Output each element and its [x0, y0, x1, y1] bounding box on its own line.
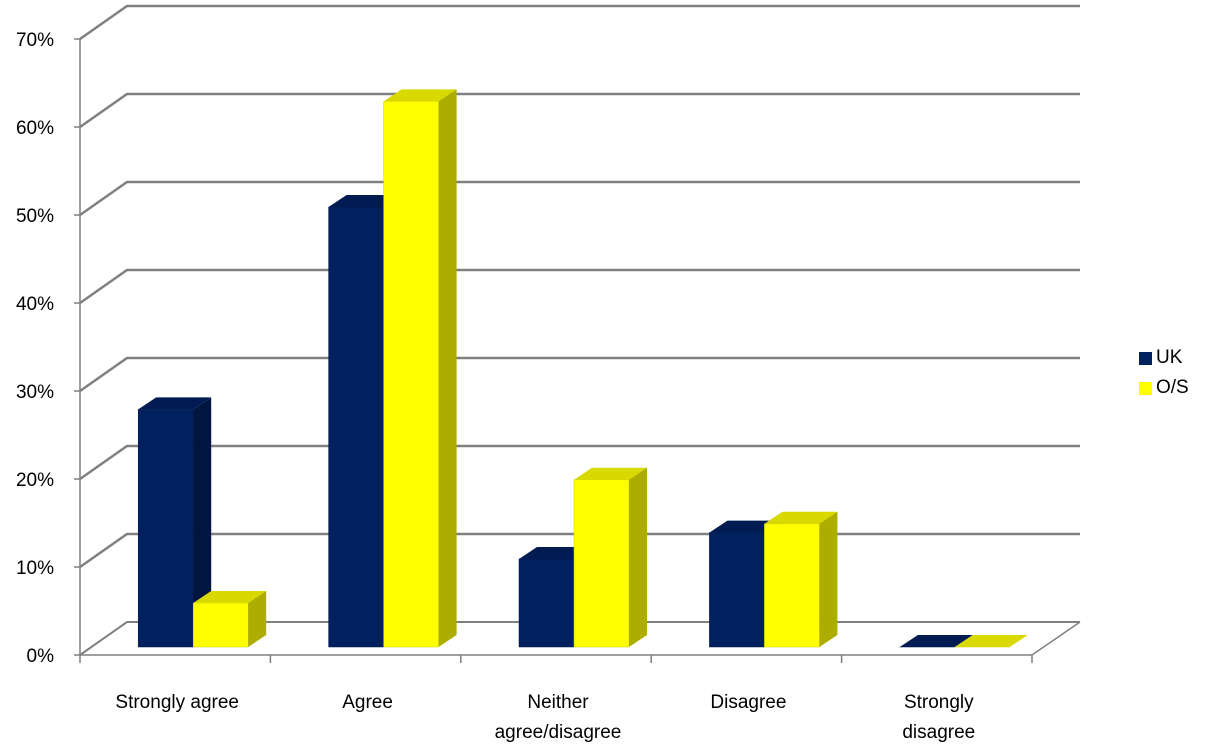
legend: UK O/S — [1139, 343, 1189, 403]
y-tick-label: 50% — [16, 206, 54, 227]
legend-swatch-os — [1139, 381, 1152, 395]
gridline — [79, 92, 1080, 129]
y-axis: 0% 10% 20% 30% 40% 50% 60% 70% — [16, 30, 81, 667]
bar-os-2 — [573, 467, 647, 648]
y-tick-label: 0% — [27, 646, 55, 667]
category-label: Strongly agree — [115, 692, 239, 713]
bar-os-0 — [192, 591, 267, 648]
gridline — [79, 268, 1080, 305]
y-tick-label: 10% — [16, 558, 54, 579]
legend-item-os: O/S — [1139, 373, 1189, 403]
gridline — [79, 4, 1080, 41]
category-label: Disagree — [710, 692, 786, 713]
legend-item-uk: UK — [1139, 343, 1189, 373]
category-labels: Strongly agree Agree Neither agree/disagree… — [115, 692, 975, 743]
legend-swatch-uk — [1139, 351, 1152, 365]
bar-uk-0 — [137, 397, 212, 648]
category-label: Strongly disagree — [902, 692, 975, 743]
category-label: Neither agree/disagree — [495, 692, 622, 743]
y-tick-label: 20% — [16, 470, 54, 491]
y-tick-label: 60% — [16, 118, 54, 139]
y-tick-label: 70% — [16, 30, 54, 51]
gridline — [79, 444, 1080, 481]
gridline — [79, 180, 1080, 217]
x-axis — [79, 621, 1081, 663]
bar-os-3 — [764, 511, 838, 648]
legend-label-os: O/S — [1156, 377, 1189, 398]
bars — [137, 89, 1028, 648]
bar-os-1 — [383, 89, 457, 648]
floor-edge — [1031, 621, 1081, 656]
gridline — [79, 356, 1080, 393]
y-tick-label: 40% — [16, 294, 54, 315]
y-tick-label: 30% — [16, 382, 54, 403]
category-label: Agree — [342, 692, 393, 713]
legend-label-uk: UK — [1156, 347, 1183, 368]
gridlines — [79, 4, 1080, 656]
bar-os-4 — [954, 635, 1028, 648]
